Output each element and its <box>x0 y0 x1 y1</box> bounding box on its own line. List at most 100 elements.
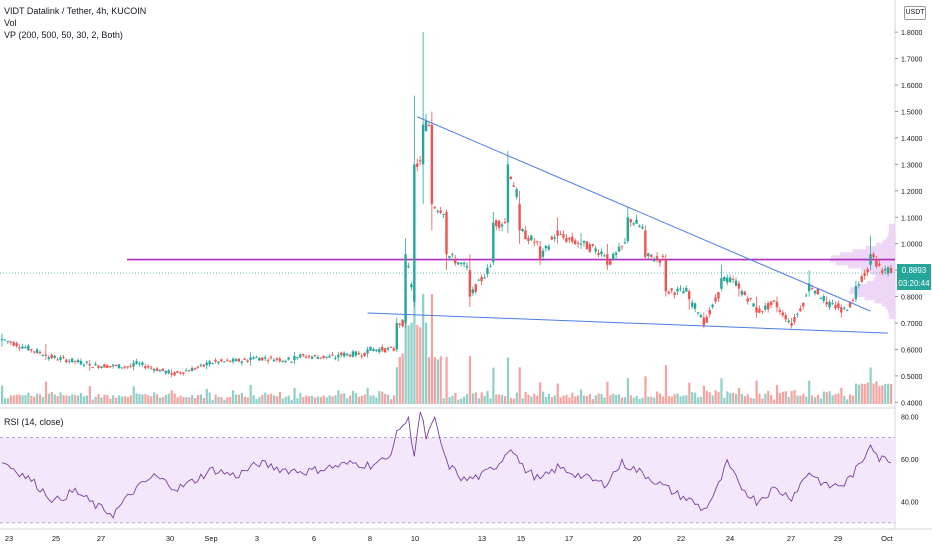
candle-body <box>825 301 828 305</box>
price-tick-label: 0.4000 <box>901 400 923 407</box>
volume-bar <box>699 396 703 404</box>
candle-body <box>497 220 501 228</box>
volume-bar <box>495 394 498 404</box>
candle-body <box>500 224 504 227</box>
candle-body <box>196 366 200 368</box>
candle-body <box>299 354 302 358</box>
candle-body <box>9 341 12 343</box>
volume-bar <box>363 394 366 404</box>
candle-body <box>421 124 425 165</box>
candle-body <box>94 363 97 366</box>
candle-body <box>644 230 647 257</box>
volume-bar <box>427 357 431 404</box>
candle-body <box>635 219 638 224</box>
volume-bar <box>854 383 858 404</box>
volume-bar <box>860 383 863 404</box>
volume-bar <box>436 359 439 404</box>
candle-body <box>249 357 252 361</box>
candle-body <box>187 370 191 372</box>
candle-body <box>863 272 866 276</box>
candle-body <box>21 346 24 349</box>
volume-profile-bar <box>829 258 895 263</box>
candle-body <box>495 220 498 227</box>
volume-bar <box>781 391 784 404</box>
volume-bar <box>267 394 270 404</box>
volume-profile-bar <box>839 252 895 256</box>
price-tick-label: 1.4000 <box>901 136 923 143</box>
volume-bar <box>196 395 200 404</box>
candle-body <box>550 236 553 240</box>
candle-body <box>325 356 328 358</box>
rsi-tick-label: 40.00 <box>901 499 919 506</box>
volume-bar <box>9 395 12 404</box>
candle-body <box>547 246 551 250</box>
candle-body <box>705 316 708 323</box>
volume-bar <box>375 397 378 404</box>
volume-bar <box>129 395 132 404</box>
candle-body <box>623 242 627 244</box>
candle-body <box>199 364 203 366</box>
candle-body <box>138 363 141 365</box>
volume-bar <box>39 394 42 404</box>
volume-bar <box>498 394 501 404</box>
candle-body <box>185 370 188 372</box>
time-tick-label: 29 <box>834 534 842 543</box>
volume-bar <box>123 396 127 404</box>
volume-bar <box>650 396 653 404</box>
time-tick-label: 30 <box>166 534 174 543</box>
volume-bar <box>588 393 591 404</box>
candle-body <box>340 352 343 356</box>
volume-bar <box>68 395 71 404</box>
volume-bar <box>275 396 279 404</box>
time-tick-label: 17 <box>565 534 573 543</box>
candle-body <box>702 317 706 326</box>
candle-body <box>597 252 600 255</box>
candle-body <box>12 342 15 346</box>
volume-bar <box>761 398 764 404</box>
volume-bar <box>305 395 308 404</box>
volume-profile-bar <box>885 306 895 310</box>
candle-body <box>225 359 229 361</box>
candle-body <box>573 240 577 245</box>
candle-body <box>117 364 121 369</box>
volume-bar <box>775 385 779 404</box>
volume-profile-bar <box>830 255 895 259</box>
volume-bar <box>27 392 30 404</box>
candle-body <box>88 364 91 366</box>
candle-body <box>252 357 255 359</box>
candle-body <box>378 349 381 353</box>
candle-body <box>281 360 284 362</box>
volume-profile-bar <box>861 268 895 272</box>
volume-bar <box>246 397 249 404</box>
volume-bar <box>261 394 264 404</box>
volume-bar <box>211 399 214 404</box>
candle-body <box>556 230 559 236</box>
volume-bar <box>694 392 697 404</box>
candle-body <box>263 357 267 359</box>
volume-bar <box>451 395 454 404</box>
volume-bar <box>831 395 834 404</box>
volume-bar <box>735 393 738 404</box>
candle-body <box>828 301 831 308</box>
candle-body <box>638 225 641 227</box>
volume-bar <box>372 395 375 404</box>
candle-body <box>682 291 685 294</box>
volume-bar <box>872 383 875 404</box>
candle-body <box>483 277 486 279</box>
candle-body <box>53 355 56 358</box>
volume-bar <box>460 398 463 404</box>
candle-body <box>813 290 817 294</box>
volume-bar <box>480 392 483 404</box>
candle-body <box>310 356 314 359</box>
candle-body <box>456 262 460 265</box>
volume-bar <box>334 395 337 404</box>
currency-selector[interactable]: USDT <box>904 6 926 20</box>
time-tick-label: 22 <box>677 534 685 543</box>
candle-body <box>626 217 630 242</box>
candle-body <box>82 364 86 366</box>
volume-bar <box>100 397 103 404</box>
volume-profile-bar <box>888 223 895 228</box>
candle-body <box>652 260 656 262</box>
